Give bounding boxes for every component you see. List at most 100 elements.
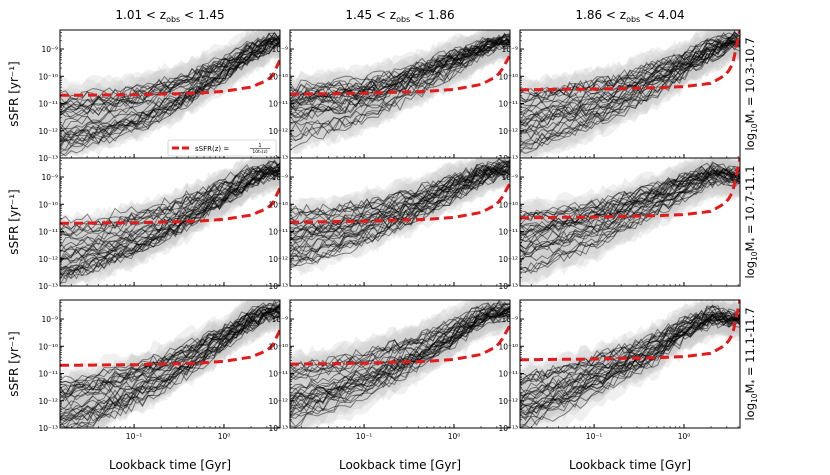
galaxy-track <box>520 311 740 407</box>
galaxy-track <box>60 34 280 117</box>
y-tick-label: 10⁻¹³ <box>268 282 288 291</box>
y-tick-label: 10⁻⁹ <box>501 173 518 182</box>
galaxy-track <box>60 166 280 279</box>
galaxy-track <box>520 171 740 250</box>
uncertainty-band <box>290 300 510 428</box>
galaxy-track <box>290 166 510 253</box>
galaxy-track <box>520 43 740 154</box>
x-tick-label: 10⁰ <box>678 432 691 441</box>
uncertainty-band <box>520 30 740 110</box>
galaxy-track <box>290 164 510 241</box>
galaxy-track <box>290 39 510 114</box>
y-tick-label: 10⁻¹² <box>268 127 288 136</box>
uncertainty-band <box>290 300 510 419</box>
uncertainty-band <box>60 158 280 275</box>
galaxy-track <box>290 34 510 107</box>
galaxy-track <box>520 170 740 239</box>
reference-curve <box>290 324 510 366</box>
uncertainty-band <box>520 30 740 157</box>
galaxy-track <box>290 309 510 402</box>
uncertainty-band <box>60 300 280 428</box>
y-tick-label: 10⁻¹³ <box>38 282 58 291</box>
galaxy-track <box>520 313 740 404</box>
uncertainty-band <box>290 30 510 131</box>
galaxy-track <box>290 307 510 399</box>
galaxy-track <box>290 41 510 141</box>
x-tick-label: 10⁰ <box>448 432 461 441</box>
galaxy-track <box>520 311 740 397</box>
uncertainty-band <box>290 300 510 404</box>
reference-curve <box>520 300 740 362</box>
y-axis-label: sSFR [yr⁻¹] <box>7 61 21 126</box>
galaxy-track <box>520 41 740 145</box>
uncertainty-band <box>290 30 510 139</box>
uncertainty-band <box>60 30 280 158</box>
galaxy-track <box>60 164 280 258</box>
y-tick-label: 10⁻¹¹ <box>38 370 58 379</box>
y-tick-label: 10⁻¹¹ <box>268 228 288 237</box>
uncertainty-band <box>60 300 280 413</box>
galaxy-track <box>290 162 510 243</box>
galaxy-track <box>60 302 280 383</box>
uncertainty-band <box>520 158 740 256</box>
galaxy-track <box>290 307 510 411</box>
uncertainty-band <box>520 158 740 235</box>
uncertainty-band <box>60 30 280 158</box>
uncertainty-band <box>520 30 740 158</box>
uncertainty-band <box>520 30 740 158</box>
galaxy-track <box>520 34 740 123</box>
uncertainty-band <box>290 300 510 391</box>
galaxy-track <box>60 308 280 397</box>
uncertainty-band <box>290 30 510 117</box>
y-tick-label: 10⁻⁹ <box>41 173 58 182</box>
uncertainty-band <box>520 30 740 158</box>
galaxy-track <box>290 165 510 244</box>
galaxy-track <box>520 315 740 410</box>
uncertainty-band <box>60 158 280 286</box>
galaxy-track <box>60 303 280 399</box>
galaxy-track <box>520 176 740 274</box>
panel-frame <box>59 157 281 287</box>
galaxy-track <box>520 171 740 256</box>
uncertainty-band <box>290 30 510 137</box>
x-tick-label: 10⁰ <box>218 432 231 441</box>
galaxy-track <box>60 313 280 428</box>
reference-curve <box>290 54 510 96</box>
galaxy-track <box>290 306 510 404</box>
galaxy-track <box>60 166 280 260</box>
galaxy-track <box>60 312 280 428</box>
uncertainty-band <box>290 158 510 277</box>
y-tick-label: 10⁻¹³ <box>38 424 58 433</box>
uncertainty-band <box>520 305 740 428</box>
galaxy-track <box>290 310 510 401</box>
galaxy-track <box>290 33 510 97</box>
y-tick-label: 10⁻⁹ <box>271 315 288 324</box>
galaxy-track <box>60 305 280 408</box>
uncertainty-band <box>290 30 510 154</box>
galaxy-track <box>290 38 510 134</box>
galaxy-track <box>520 313 740 415</box>
reference-curve <box>520 158 740 220</box>
galaxy-track <box>520 315 740 418</box>
uncertainty-band <box>520 300 740 409</box>
reference-curve <box>60 329 280 367</box>
galaxy-track <box>60 167 280 251</box>
galaxy-track <box>60 38 280 142</box>
y-tick-label: 10⁻¹² <box>268 397 288 406</box>
galaxy-track <box>290 312 510 407</box>
galaxy-track <box>60 41 280 114</box>
uncertainty-band <box>60 300 280 410</box>
y-tick-label: 10⁻¹¹ <box>498 100 518 109</box>
galaxy-track <box>520 308 740 388</box>
galaxy-track <box>290 165 510 236</box>
galaxy-track <box>520 40 740 131</box>
galaxy-track <box>520 171 740 236</box>
legend-fraction-numerator: 1 <box>258 143 261 149</box>
uncertainty-band <box>290 158 510 253</box>
galaxy-track <box>60 32 280 106</box>
galaxy-track <box>60 38 280 118</box>
galaxy-track <box>290 308 510 397</box>
galaxy-track <box>60 34 280 117</box>
